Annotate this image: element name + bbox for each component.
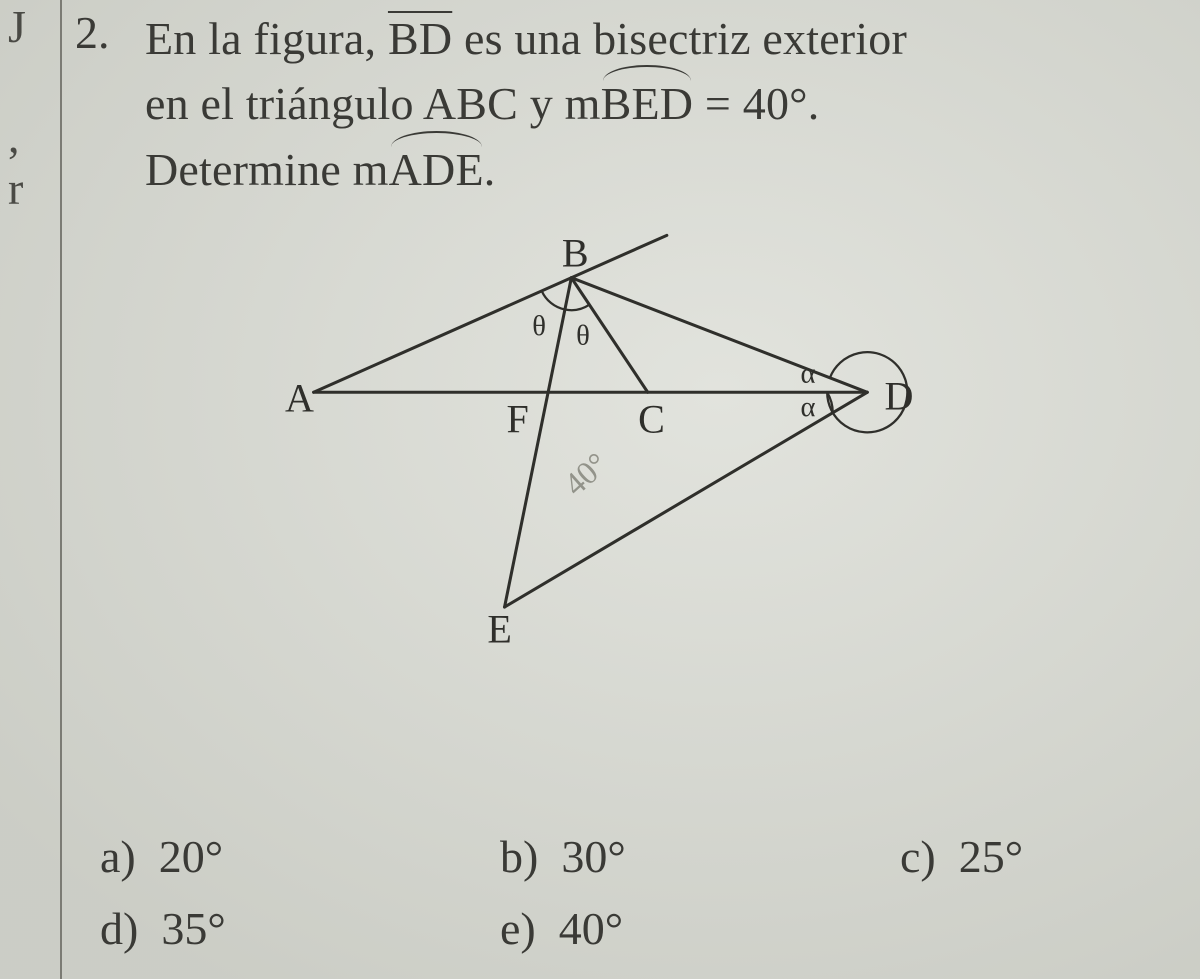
geometry-figure: A B C D E Fθθ αα 40° bbox=[250, 230, 950, 650]
figure-labels: A B C D E Fθθ αα 40° bbox=[285, 230, 913, 650]
text: en el triángulo ABC y m bbox=[145, 78, 601, 129]
svg-text:α: α bbox=[800, 391, 815, 423]
answer-b: b) 30° bbox=[500, 830, 626, 883]
margin-mark: r bbox=[8, 162, 23, 215]
svg-text:θ: θ bbox=[532, 310, 546, 342]
question-text: En la figura, BD es una bisectriz exteri… bbox=[145, 6, 1170, 202]
text: En la figura, bbox=[145, 13, 388, 64]
figure-svg: A B C D E Fθθ αα 40° bbox=[250, 230, 950, 650]
question-number: 2. bbox=[75, 6, 110, 59]
svg-text:F: F bbox=[506, 396, 528, 441]
answer-d: d) 35° bbox=[100, 902, 226, 955]
answer-c: c) 25° bbox=[900, 830, 1023, 883]
answer-e: e) 40° bbox=[500, 902, 623, 955]
svg-text:40°: 40° bbox=[557, 446, 615, 503]
svg-text:α: α bbox=[800, 358, 815, 390]
text: = 40°. bbox=[693, 78, 819, 129]
answer-a: a) 20° bbox=[100, 830, 223, 883]
svg-text:θ: θ bbox=[576, 320, 590, 352]
svg-text:D: D bbox=[884, 373, 913, 418]
text: Determine m bbox=[145, 144, 389, 195]
svg-text:C: C bbox=[638, 396, 665, 441]
left-margin: J , r bbox=[0, 0, 62, 979]
text: . bbox=[484, 144, 496, 195]
svg-text:B: B bbox=[562, 230, 589, 275]
figure-edges bbox=[314, 235, 868, 607]
segment-bd: BD bbox=[388, 13, 452, 64]
figure-angle-arcs bbox=[542, 291, 908, 432]
text: es una bisectriz exterior bbox=[452, 13, 907, 64]
arc-ade: ADE bbox=[389, 137, 484, 202]
arc-bed: BED bbox=[601, 71, 694, 136]
svg-text:E: E bbox=[487, 606, 511, 650]
margin-mark: J bbox=[8, 0, 26, 53]
margin-mark: , bbox=[8, 110, 20, 163]
svg-text:A: A bbox=[285, 375, 314, 420]
